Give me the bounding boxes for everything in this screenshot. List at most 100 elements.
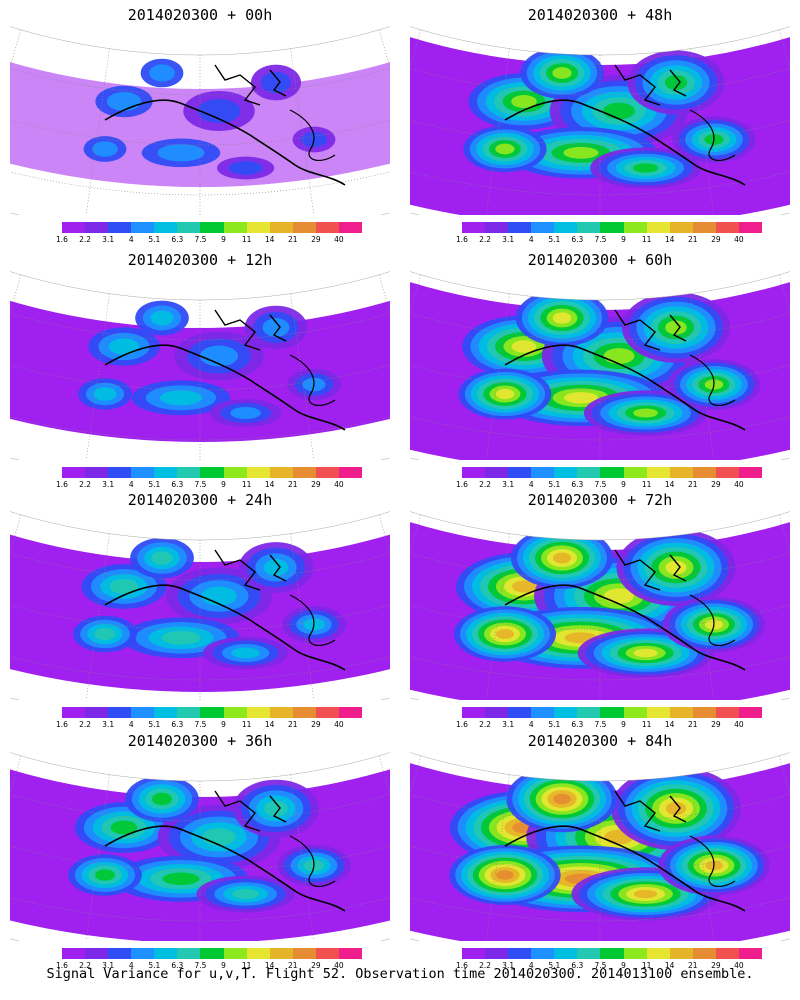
colorbar-tick-label: 40: [334, 961, 344, 970]
variance-contour: [553, 552, 571, 564]
colorbar-tick-label: 11: [641, 480, 652, 489]
panel-title: 2014020300 + 60h: [527, 251, 673, 269]
coastline: [504, 584, 746, 671]
arctic-islands-coastline: [614, 64, 687, 106]
variance-map: [10, 511, 390, 700]
colorbar-swatch: [223, 948, 247, 959]
colorbar-tick-label: 1.6: [56, 480, 68, 489]
arctic-islands-coastline: [614, 309, 687, 351]
colorbar-tick-label: 11: [241, 235, 252, 244]
colorbar-tick-label: 5.1: [148, 720, 161, 729]
coastline: [104, 825, 346, 912]
colorbar-swatch: [177, 467, 201, 478]
colorbar-tick-label: 11: [641, 720, 652, 729]
colorbar-swatch: [508, 948, 532, 959]
colorbar-tick-label: 4: [128, 480, 134, 489]
colorbar-tick-label: 21: [287, 480, 298, 489]
map-panel-00h: 2014020300 + 00h 1.6 2.2 3.1 4 5.1 6.3 7.5 9 11 1…: [0, 0, 400, 245]
graticule-meridian: [690, 533, 715, 700]
colorbar-tick-label: 40: [334, 235, 344, 244]
colorbar-swatch: [200, 707, 224, 718]
colorbar-tick-label: 14: [664, 720, 675, 729]
colorbar-tick-label: 9: [621, 720, 626, 729]
colorbar-swatch: [200, 467, 224, 478]
colorbar-swatch: [131, 707, 155, 718]
hudson-bay-coastline: [289, 109, 336, 162]
colorbar-tick-label: 9: [621, 235, 626, 244]
panel-title: 2014020300 + 00h: [127, 6, 273, 24]
map-frame: [410, 752, 790, 941]
arctic-islands-coastline: [214, 549, 287, 591]
variance-contour: [633, 408, 658, 418]
panel-title: 2014020300 + 12h: [127, 251, 273, 269]
colorbar-swatch: [292, 707, 316, 718]
colorbar-tick-label: 29: [311, 720, 321, 729]
colorbar-swatch: [338, 222, 363, 233]
colorbar-tick-label: 2.2: [79, 720, 92, 729]
colorbar-tick-label: 5.1: [548, 961, 561, 970]
variance-contour: [495, 143, 515, 155]
variance-contour: [228, 161, 263, 175]
graticule-parallel: [10, 364, 390, 391]
graticule-parallel: [10, 171, 390, 196]
variance-contour: [261, 71, 291, 94]
graticule-parallel: [410, 171, 790, 196]
colorbar-tick-label: 3.1: [502, 235, 515, 244]
variance-contour: [552, 312, 572, 324]
variance-contour: [564, 392, 598, 404]
colorbar-swatch: [577, 467, 601, 478]
colorbar-tick-label: 1.6: [56, 720, 68, 729]
variance-contour: [511, 340, 537, 353]
graticule-parallel: [410, 416, 790, 441]
colorbar-swatch: [554, 948, 578, 959]
colorbar-swatch: [269, 467, 293, 478]
colorbar-swatch: [623, 222, 647, 233]
colorbar-swatch: [154, 948, 178, 959]
variance-contour: [230, 407, 261, 419]
field-layer: [10, 751, 390, 941]
map-panel-12h: 2014020300 + 12h 1.6 2.2 3.1 4 5.1 6.3 7.5 9 11 1…: [0, 245, 400, 490]
colorbar-swatch: [246, 467, 270, 478]
colorbar-swatch: [338, 467, 363, 478]
colorbar-swatch: [577, 948, 601, 959]
colorbar-tick-label: 14: [264, 235, 275, 244]
colorbar-swatch: [715, 467, 739, 478]
field-layer: [410, 270, 790, 460]
variance-contour: [108, 338, 140, 355]
colorbar: [462, 222, 763, 233]
colorbar-ticks: 1.6 2.2 3.1 4 5.1 6.3 7.5 9 11 14 21 29 40: [56, 480, 362, 490]
colorbar-tick-label: 7.5: [594, 480, 607, 489]
coastline: [104, 99, 346, 186]
colorbar-swatch: [338, 707, 363, 718]
graticule-meridian: [290, 48, 315, 215]
colorbar-tick-label: 40: [734, 720, 744, 729]
graticule-parallel: [410, 656, 790, 681]
colorbar-swatch: [177, 948, 201, 959]
graticule-parallel: [410, 604, 790, 631]
colorbar-tick-label: 6.3: [571, 480, 584, 489]
hudson-bay-coastline: [289, 594, 336, 647]
hudson-bay-coastline: [689, 594, 736, 647]
graticule-meridian: [85, 48, 110, 215]
colorbar-tick-label: 21: [687, 961, 698, 970]
colorbar-tick-label: 6.3: [171, 720, 184, 729]
colorbar-swatch: [62, 707, 86, 718]
arctic-islands-coastline: [614, 549, 687, 591]
variance-map: [410, 270, 790, 460]
hudson-bay-coastline: [689, 835, 736, 888]
colorbar-swatch: [85, 948, 109, 959]
map-frame: [410, 26, 790, 215]
graticule-parallel: [410, 897, 790, 922]
variance-contour: [633, 889, 658, 899]
graticule-meridian: [485, 293, 510, 460]
colorbar-tick-label: 4: [128, 961, 134, 970]
graticule-parallel: [410, 793, 790, 822]
colorbar-tick-label: 2.2: [79, 235, 92, 244]
colorbar-tick-label: 21: [687, 720, 698, 729]
colorbar-tick-label: 1.6: [456, 720, 468, 729]
colorbar-swatch: [623, 707, 647, 718]
variance-contour: [665, 560, 687, 575]
variance-contour: [496, 629, 514, 639]
hudson-bay-coastline: [289, 354, 336, 407]
graticule-meridian: [290, 533, 315, 700]
